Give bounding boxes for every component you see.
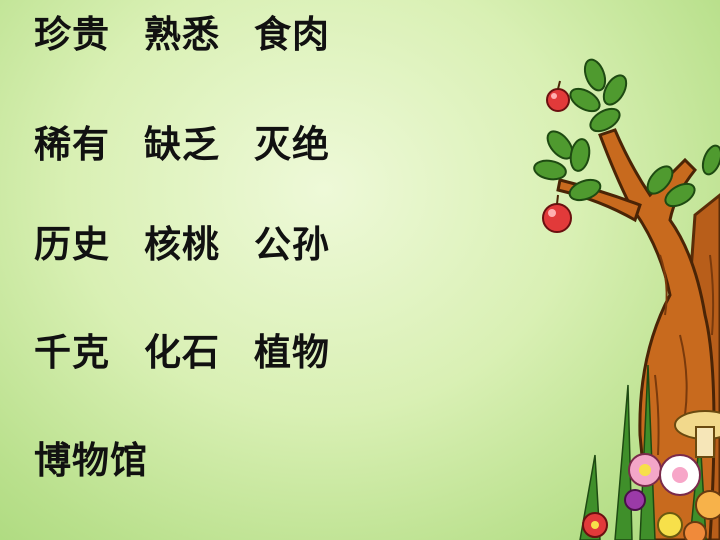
word: 熟悉 bbox=[144, 13, 220, 56]
word-row-4: 千克 化石 植物 bbox=[34, 330, 364, 376]
word: 公孙 bbox=[254, 223, 330, 266]
word: 千克 bbox=[34, 331, 110, 374]
word: 灭绝 bbox=[254, 123, 330, 166]
word: 化石 bbox=[144, 331, 220, 374]
flowers-illustration bbox=[582, 453, 720, 540]
word-row-1: 珍贵 熟悉 食肉 bbox=[34, 12, 364, 58]
apple-icon bbox=[546, 80, 570, 112]
word-row-5: 博物馆 bbox=[34, 438, 182, 484]
word: 珍贵 bbox=[34, 13, 110, 56]
apple-tree-illustration bbox=[533, 58, 720, 540]
word: 稀有 bbox=[34, 123, 110, 166]
word-row-3: 历史 核桃 公孙 bbox=[34, 222, 364, 268]
word: 历史 bbox=[34, 223, 110, 266]
word-row-2: 稀有 缺乏 灭绝 bbox=[34, 122, 364, 168]
word: 核桃 bbox=[144, 223, 220, 266]
word: 植物 bbox=[254, 331, 330, 374]
word: 缺乏 bbox=[144, 123, 220, 166]
apple-icon bbox=[542, 194, 572, 233]
word: 博物馆 bbox=[34, 439, 148, 482]
word: 食肉 bbox=[254, 13, 330, 56]
